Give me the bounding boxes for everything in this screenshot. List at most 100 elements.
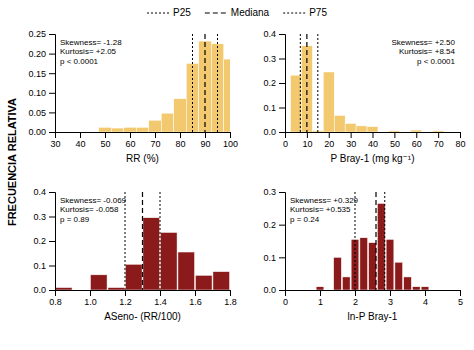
tick-mark <box>416 132 417 138</box>
bar <box>386 239 394 290</box>
tick-mark <box>373 132 374 138</box>
percentile-line <box>142 192 143 290</box>
tick: 0.8 <box>49 290 62 307</box>
stats-line: Kurtosis= +2.05 <box>60 47 117 56</box>
tick-label: 0.00 <box>28 127 46 137</box>
bar <box>395 262 403 290</box>
bar <box>124 127 137 132</box>
percentile-line <box>192 34 193 132</box>
tick-label: 0.1 <box>263 253 276 263</box>
x-axis-label: P Bray-1 (mg kg⁻¹) <box>331 153 415 164</box>
stats-annotation: Skewness= -1.28Kurtosis= +2.05p < 0.0001 <box>60 38 122 65</box>
tick-mark <box>307 132 308 138</box>
tick-mark <box>49 73 55 74</box>
tick-label: 0.8 <box>49 297 62 307</box>
tick: 0.15 <box>28 69 55 79</box>
y-axis-label: FRECUENCIA RELATIVA <box>6 98 18 226</box>
x-axis: 0.81.01.21.41.61.8 <box>49 290 237 307</box>
tick: 10 <box>302 132 312 149</box>
plot-area <box>55 192 229 290</box>
y-axis: 0.00.10.20.3 <box>263 187 285 295</box>
percentile-line <box>317 34 318 132</box>
tick: 100 <box>223 132 238 149</box>
tick-mark <box>49 54 55 55</box>
tick-label: 40 <box>75 139 85 149</box>
percentile-line <box>306 34 307 132</box>
tick: 2 <box>353 290 358 307</box>
percentile-line <box>204 34 205 132</box>
tick-mark <box>105 132 106 138</box>
stats-line: p < 0.0001 <box>417 57 456 66</box>
percentile-line <box>375 192 376 290</box>
axis-domain <box>56 291 231 297</box>
tick-label: 0.3 <box>263 187 276 197</box>
tick-mark <box>205 132 206 138</box>
tick-label: 100 <box>223 139 238 149</box>
plot-area <box>99 34 230 132</box>
tick-mark <box>425 290 426 296</box>
legend-entry: P25 <box>147 7 191 18</box>
legend-swatch <box>205 12 227 13</box>
legend-entry: P75 <box>283 7 327 18</box>
tick-label: 80 <box>455 139 465 149</box>
tick-label: 20 <box>324 139 334 149</box>
stats-line: p = 0.89 <box>60 215 90 224</box>
tick-label: 70 <box>150 139 160 149</box>
tick-mark <box>279 83 285 84</box>
tick-label: 0.2 <box>263 220 276 230</box>
tick: 40 <box>368 132 378 149</box>
x-axis-label: RR (%) <box>126 153 159 164</box>
tick-label: 0.20 <box>28 49 46 59</box>
tick-mark <box>460 132 461 138</box>
tick-label: 0 <box>283 297 288 307</box>
tick-mark <box>279 108 285 109</box>
tick: 0.0 <box>33 285 55 295</box>
stats-line: Skewness= +2.50 <box>391 38 455 47</box>
percentile-line <box>125 192 126 290</box>
tick: 40 <box>75 132 85 149</box>
tick-label: 0.3 <box>263 54 276 64</box>
tick-label: 0.4 <box>33 187 46 197</box>
tick-label: 10 <box>302 139 312 149</box>
bar <box>342 277 350 290</box>
tick-label: 0.10 <box>28 88 46 98</box>
tick: 0.2 <box>263 78 285 88</box>
tick-mark <box>230 290 231 296</box>
tick-label: 0.2 <box>263 78 276 88</box>
tick-label: 1.0 <box>84 297 97 307</box>
tick-label: 1.2 <box>119 297 132 307</box>
tick-label: 90 <box>200 139 210 149</box>
tick-label: 30 <box>50 139 60 149</box>
legend-swatch <box>147 13 169 14</box>
percentile-line <box>160 192 161 290</box>
bar <box>345 123 356 132</box>
percentile-line <box>217 34 218 132</box>
tick: 0.1 <box>33 261 55 271</box>
tick: 1.4 <box>154 290 167 307</box>
tick-mark <box>125 290 126 296</box>
tick: 80 <box>455 132 465 149</box>
tick-mark <box>279 257 285 258</box>
legend: P25 Mediana P75 <box>147 7 327 18</box>
stats-line: Skewness= -1.28 <box>60 38 122 47</box>
legend-label: Mediana <box>231 7 270 18</box>
stats-line: p < 0.0001 <box>60 57 99 66</box>
percentile-line <box>300 34 301 132</box>
tick: 50 <box>100 132 110 149</box>
x-axis: 01020304050607080 <box>283 132 466 149</box>
bar <box>377 203 385 290</box>
stats-line: p = 0.24 <box>290 215 320 224</box>
tick-mark <box>160 290 161 296</box>
tick: 1.2 <box>119 290 132 307</box>
subplot: 0123450.00.10.20.3ln-P Bray-1Skewness= +… <box>263 187 463 322</box>
percentile-line <box>355 192 356 290</box>
legend-entry: Mediana <box>205 7 270 18</box>
stats-annotation: Skewness= -0.069Kurtosis= -0.058p = 0.89 <box>60 196 127 223</box>
tick: 70 <box>150 132 160 149</box>
bar <box>367 127 378 132</box>
tick-label: 3 <box>388 297 393 307</box>
tick: 90 <box>200 132 210 149</box>
axis-domain <box>279 35 286 133</box>
bar <box>323 72 334 132</box>
tick: 70 <box>434 132 444 149</box>
